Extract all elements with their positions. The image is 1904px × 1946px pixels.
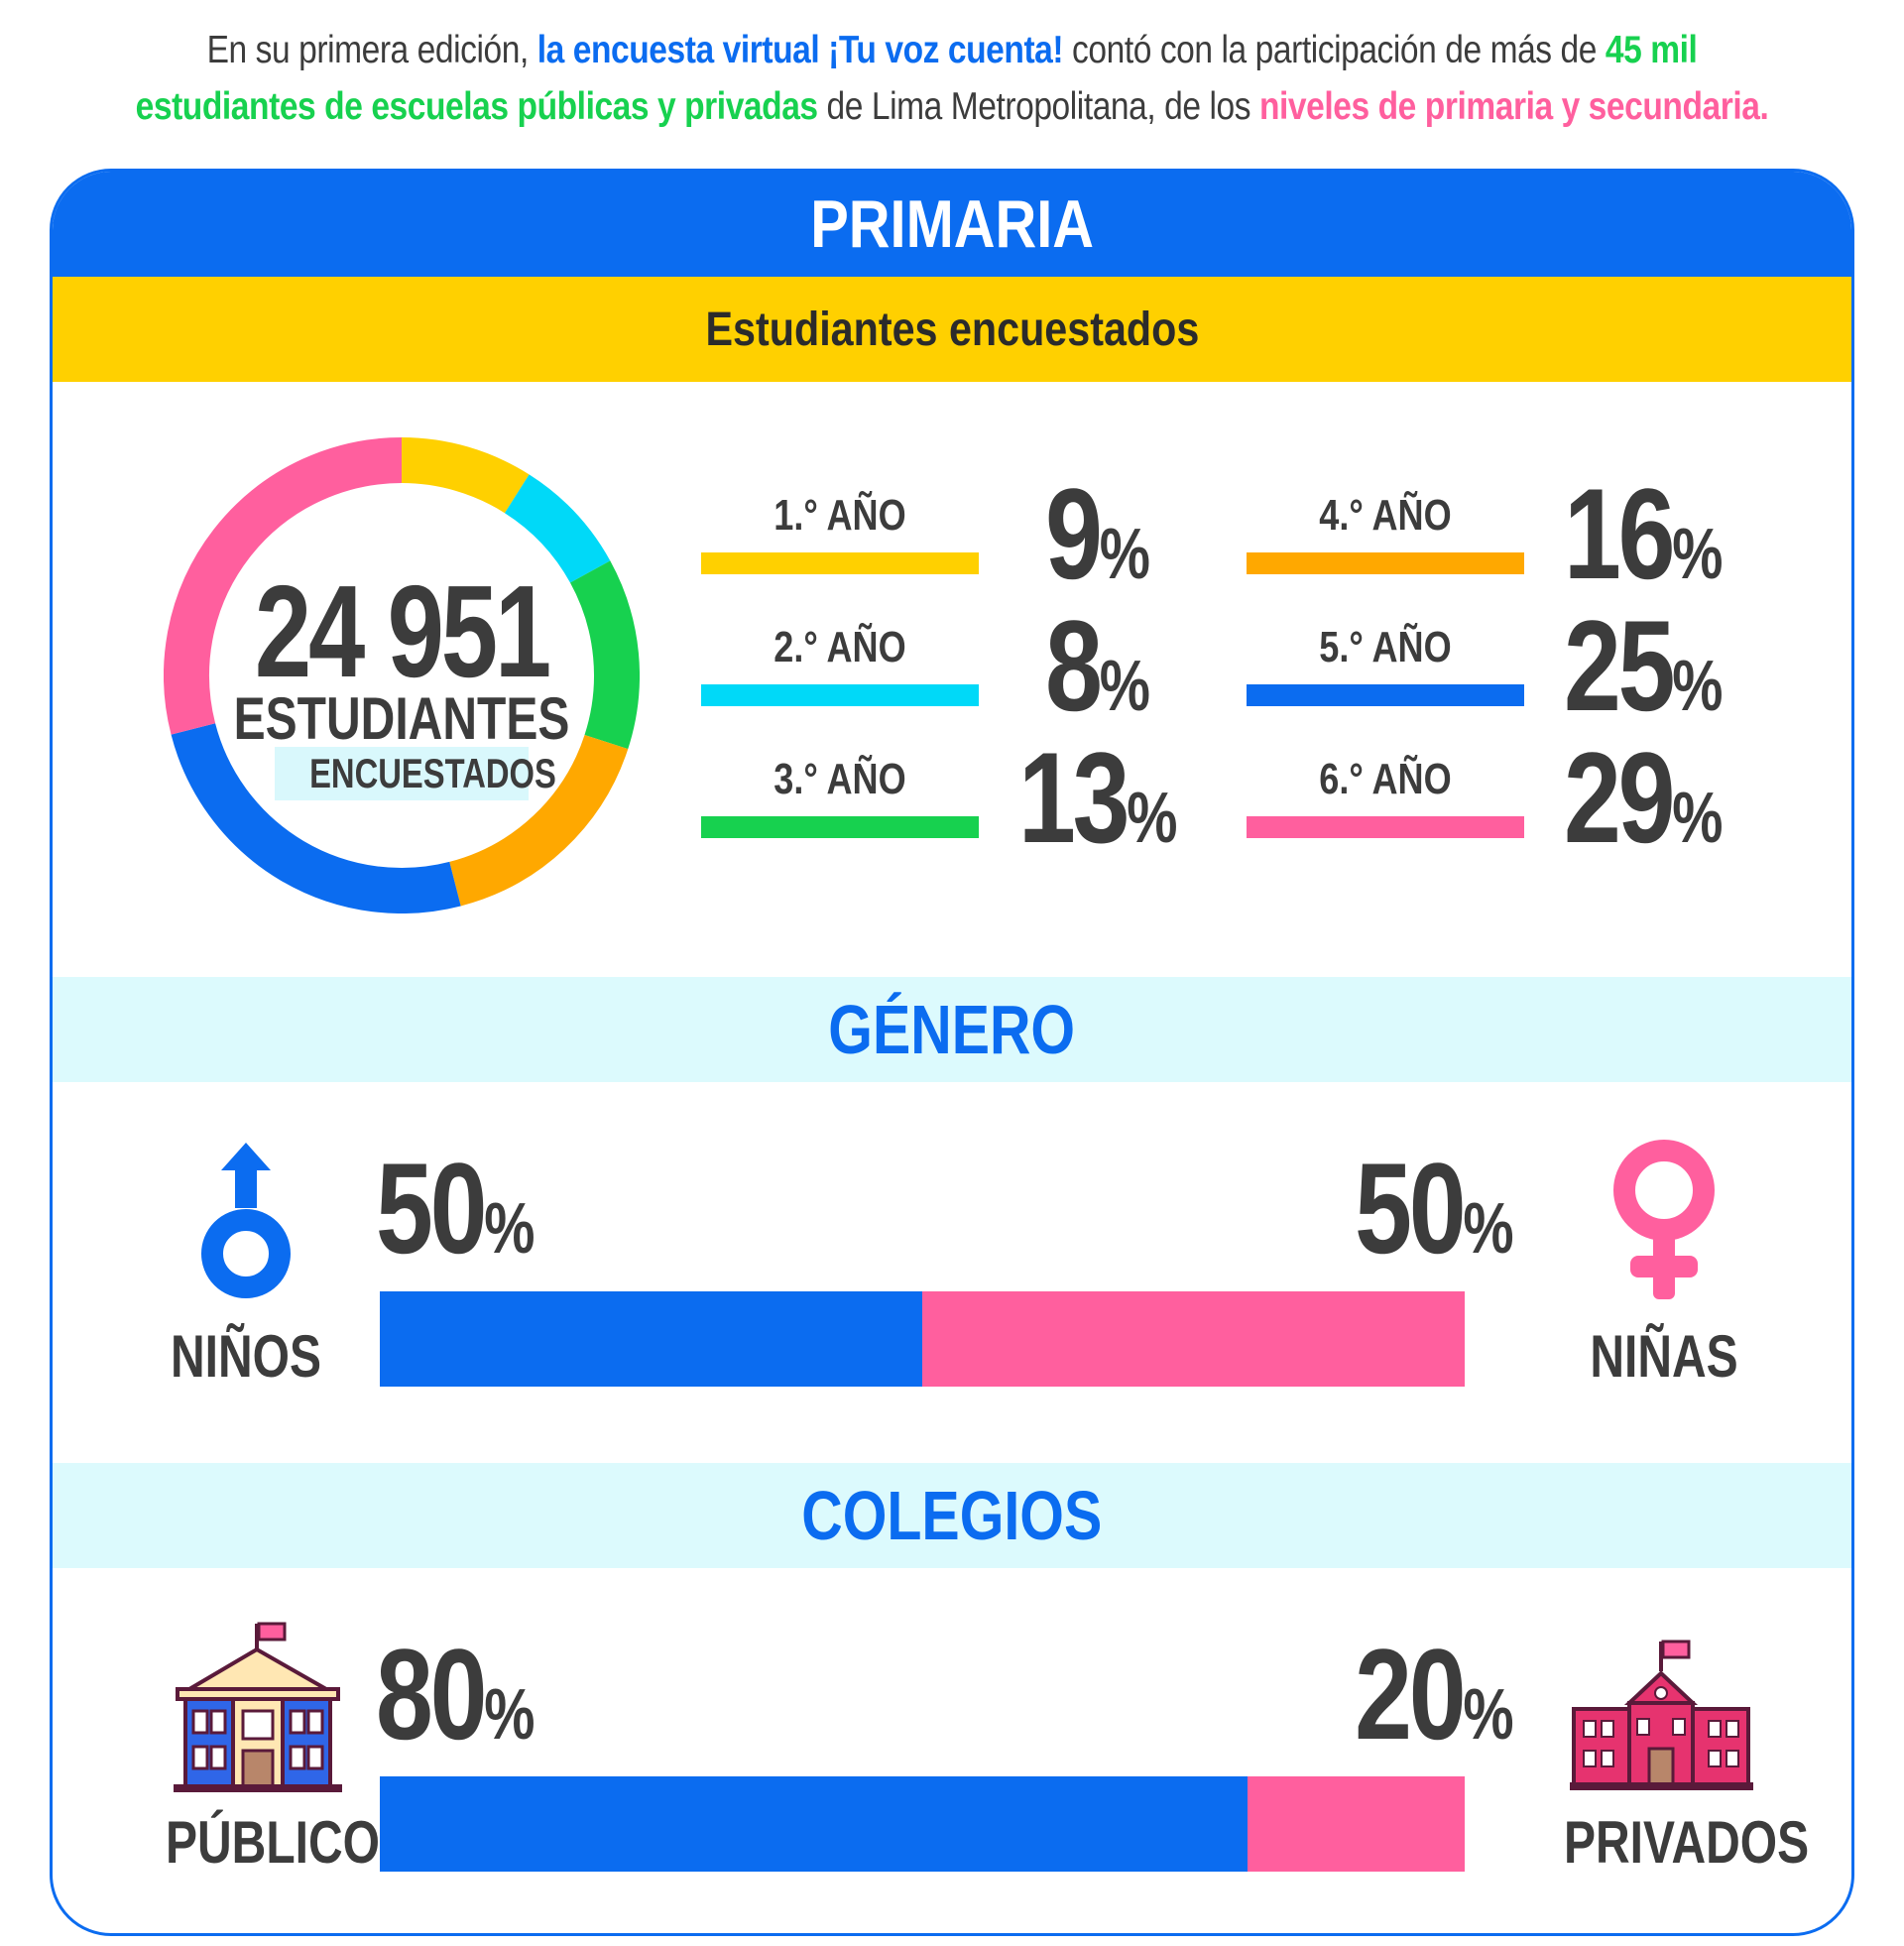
donut-center: 24 951 ESTUDIANTES ENCUESTADOS — [164, 437, 640, 913]
grade-percent-value: 25 — [1564, 593, 1675, 738]
donut-slice — [504, 474, 611, 584]
grade-percent-value: 16 — [1564, 461, 1675, 606]
grade-percent: 29% — [1564, 733, 1724, 862]
intro-part-1: En su primera edición, — [206, 29, 537, 71]
grade-donut-chart: 24 951 ESTUDIANTES ENCUESTADOS — [164, 437, 640, 913]
grade-color-swatch — [701, 816, 979, 838]
donut-slice — [569, 560, 640, 750]
gender-bar-boys — [380, 1291, 922, 1387]
grade-percent: 9% — [1018, 469, 1177, 598]
schools-band: COLEGIOS — [53, 1463, 1851, 1568]
grade-label: 2.° AÑO — [774, 623, 906, 671]
schools-left-label: PÚBLICOS — [166, 1809, 413, 1876]
grade-legend-item: 4.° AÑO 16% — [1247, 469, 1724, 598]
grade-percent-sign: % — [1099, 515, 1150, 594]
grade-label: 4.° AÑO — [1319, 491, 1452, 540]
schools-bar-private — [1248, 1776, 1465, 1872]
grade-percent-value: 29 — [1564, 725, 1675, 870]
grade-percent-sign: % — [1127, 779, 1178, 858]
subtitle-band: Estudiantes encuestados — [53, 277, 1851, 382]
gender-left-percent-sign: % — [484, 1189, 536, 1269]
card-header: PRIMARIA — [53, 172, 1851, 277]
grade-percent-value: 13 — [1018, 725, 1130, 870]
schools-right-percent-sign: % — [1463, 1675, 1514, 1755]
grade-percent-sign: % — [1672, 515, 1724, 594]
total-number: 24 951 — [254, 558, 551, 704]
donut-slice — [448, 734, 629, 907]
primaria-card: PRIMARIA Estudiantes encuestados 24 951 … — [50, 169, 1854, 1936]
schools-title: COLEGIOS — [801, 1477, 1103, 1554]
gender-right-percent: 50% — [1355, 1144, 1514, 1273]
grade-color-swatch — [1247, 816, 1524, 838]
gender-left-value: 50 — [376, 1136, 487, 1280]
grade-label: 5.° AÑO — [1319, 623, 1452, 671]
grade-legend-item: 6.° AÑO 29% — [1247, 733, 1724, 862]
card-subtitle: Estudiantes encuestados — [705, 303, 1199, 356]
schools-right-value: 20 — [1355, 1622, 1466, 1766]
gender-bar-girls — [922, 1291, 1465, 1387]
schools-left-percent: 80% — [376, 1630, 536, 1759]
schools-left-percent-sign: % — [484, 1675, 536, 1755]
intro-text: En su primera edición, la encuesta virtu… — [133, 22, 1770, 135]
intro-survey-name: la encuesta virtual ¡Tu voz cuenta! — [536, 29, 1064, 71]
gender-left-label: NIÑOS — [170, 1323, 322, 1390]
total-label: ESTUDIANTES — [233, 685, 570, 752]
grade-label: 3.° AÑO — [774, 755, 906, 803]
schools-right-label: PRIVADOS — [1564, 1809, 1810, 1876]
total-sublabel: ENCUESTADOS — [275, 747, 556, 800]
schools-left-value: 80 — [376, 1622, 487, 1766]
donut-svg — [164, 437, 640, 913]
grade-percent-sign: % — [1672, 779, 1724, 858]
public-school-building-icon — [174, 1622, 342, 1792]
grade-label: 6.° AÑO — [1319, 755, 1452, 803]
gender-right-label: NIÑAS — [1590, 1323, 1738, 1390]
intro-count: 45 mil — [1605, 29, 1698, 71]
intro-part-3: contó con la participación de más de — [1063, 29, 1606, 71]
female-symbol-icon — [1613, 1140, 1715, 1299]
gender-title: GÉNERO — [828, 991, 1076, 1068]
intro-students: estudiantes de escuelas públicas y priva… — [135, 85, 818, 128]
grade-percent-sign: % — [1099, 647, 1150, 726]
schools-right-percent: 20% — [1355, 1630, 1514, 1759]
grade-color-swatch — [701, 552, 979, 574]
grade-label: 1.° AÑO — [774, 491, 906, 540]
gender-band: GÉNERO — [53, 977, 1851, 1082]
male-symbol-icon — [201, 1143, 291, 1298]
intro-levels: niveles de primaria y secundaria. — [1258, 85, 1769, 128]
total-sublabel-text: ENCUESTADOS — [309, 750, 556, 796]
gender-left-percent: 50% — [376, 1144, 536, 1273]
intro-part-6: de Lima Metropolitana, de los — [817, 85, 1259, 128]
grade-percent-value: 8 — [1045, 593, 1103, 738]
grade-percent-sign: % — [1672, 647, 1724, 726]
card-title: PRIMARIA — [810, 186, 1094, 262]
grade-color-swatch — [1247, 552, 1524, 574]
schools-bar-public — [380, 1776, 1249, 1872]
grade-legend-item: 1.° AÑO 9% — [701, 469, 1177, 598]
donut-slice — [401, 437, 530, 514]
gender-right-value: 50 — [1355, 1136, 1466, 1280]
grade-color-swatch — [1247, 684, 1524, 706]
grade-color-swatch — [701, 684, 979, 706]
donut-slice — [164, 437, 403, 735]
donut-slice — [171, 722, 461, 913]
grade-percent: 8% — [1018, 601, 1177, 730]
private-school-building-icon — [1570, 1640, 1753, 1790]
grade-legend-item: 3.° AÑO 13% — [701, 733, 1178, 862]
grade-percent-value: 9 — [1045, 461, 1103, 606]
grade-percent: 16% — [1564, 469, 1724, 598]
grade-percent: 13% — [1018, 733, 1178, 862]
grade-legend-item: 5.° AÑO 25% — [1247, 601, 1724, 730]
gender-right-percent-sign: % — [1463, 1189, 1514, 1269]
grade-legend-item: 2.° AÑO 8% — [701, 601, 1177, 730]
grade-percent: 25% — [1564, 601, 1724, 730]
